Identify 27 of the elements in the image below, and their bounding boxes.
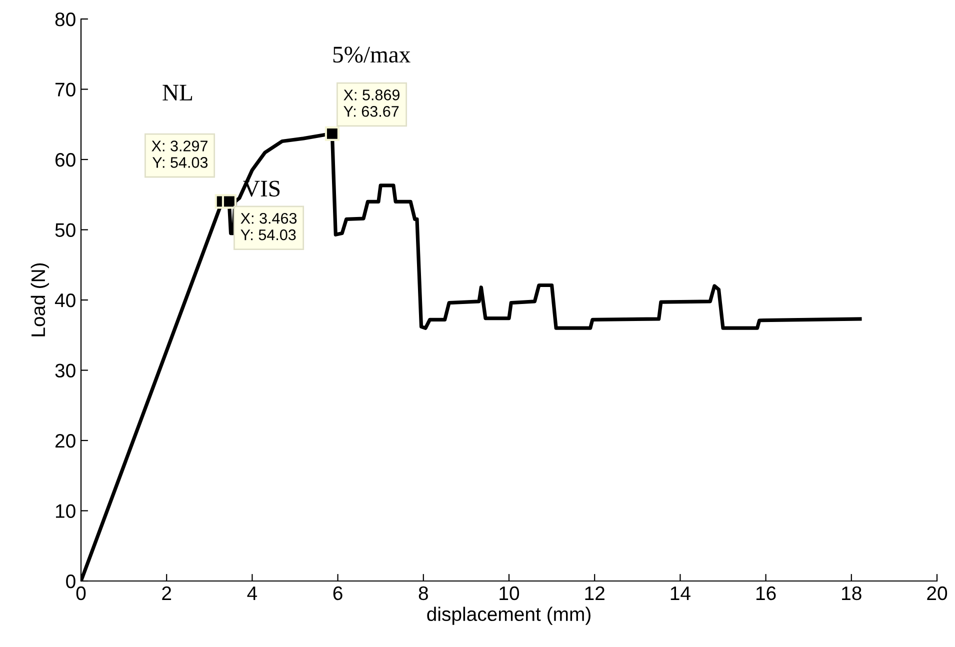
x-tick-label: 2 [162, 586, 172, 600]
y-tick-label: 0 [66, 574, 76, 588]
annotation: X: 3.297 Y: 54.03 [152, 140, 208, 168]
y-tick-label: 80 [55, 12, 76, 26]
x-tick-label: 10 [500, 586, 520, 600]
x-tick-label: 12 [585, 586, 604, 600]
y-tick-label: 60 [56, 152, 76, 167]
x-tick-label: 16 [756, 586, 776, 600]
x-tick-label: 4 [247, 586, 258, 600]
annotation: 5%/max [333, 46, 410, 63]
annotation: X: 3.463 Y: 54.03 [240, 212, 297, 240]
x-tick-label: 6 [333, 586, 342, 600]
x-tick-label: 18 [842, 586, 862, 600]
x-tick-label: 20 [927, 586, 948, 600]
y-axis-title: Load (N) [30, 263, 49, 336]
y-tick-label: 10 [56, 504, 76, 518]
x-axis-title: displacement (mm) [427, 606, 590, 625]
annotation: NL [162, 84, 192, 100]
annotation: X: 5.869 Y: 63.67 [344, 90, 400, 117]
y-tick-label: 40 [54, 293, 76, 308]
y-tick-label: 30 [55, 364, 76, 378]
x-tick-label: 14 [670, 586, 690, 600]
y-tick-label: 20 [55, 434, 76, 448]
x-tick-label: 8 [418, 586, 428, 600]
x-tick-label: 0 [76, 586, 86, 600]
y-tick-label: 70 [56, 82, 76, 96]
y-tick-label: 50 [55, 223, 76, 237]
